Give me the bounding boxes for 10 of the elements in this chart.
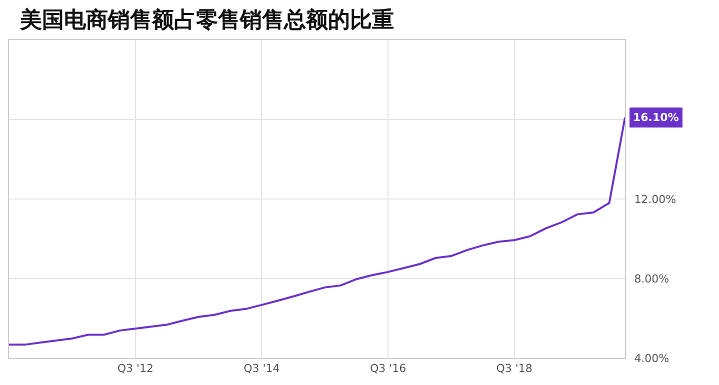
line-series [9, 116, 625, 346]
x-tick-label: Q3 '14 [244, 362, 280, 376]
chart-title: 美国电商销售额占零售销售总额的比重 [19, 6, 394, 33]
y-tick-label: 8.00% [634, 272, 670, 286]
x-tick-label: Q3 '18 [496, 362, 532, 376]
y-tick-label: 12.00% [634, 192, 676, 206]
y-tick-label: 4.00% [634, 352, 670, 365]
x-tick-label: Q3 '16 [370, 362, 406, 376]
annotation: 16.10% [633, 111, 679, 124]
x-tick-label: Q3 '12 [117, 362, 154, 376]
